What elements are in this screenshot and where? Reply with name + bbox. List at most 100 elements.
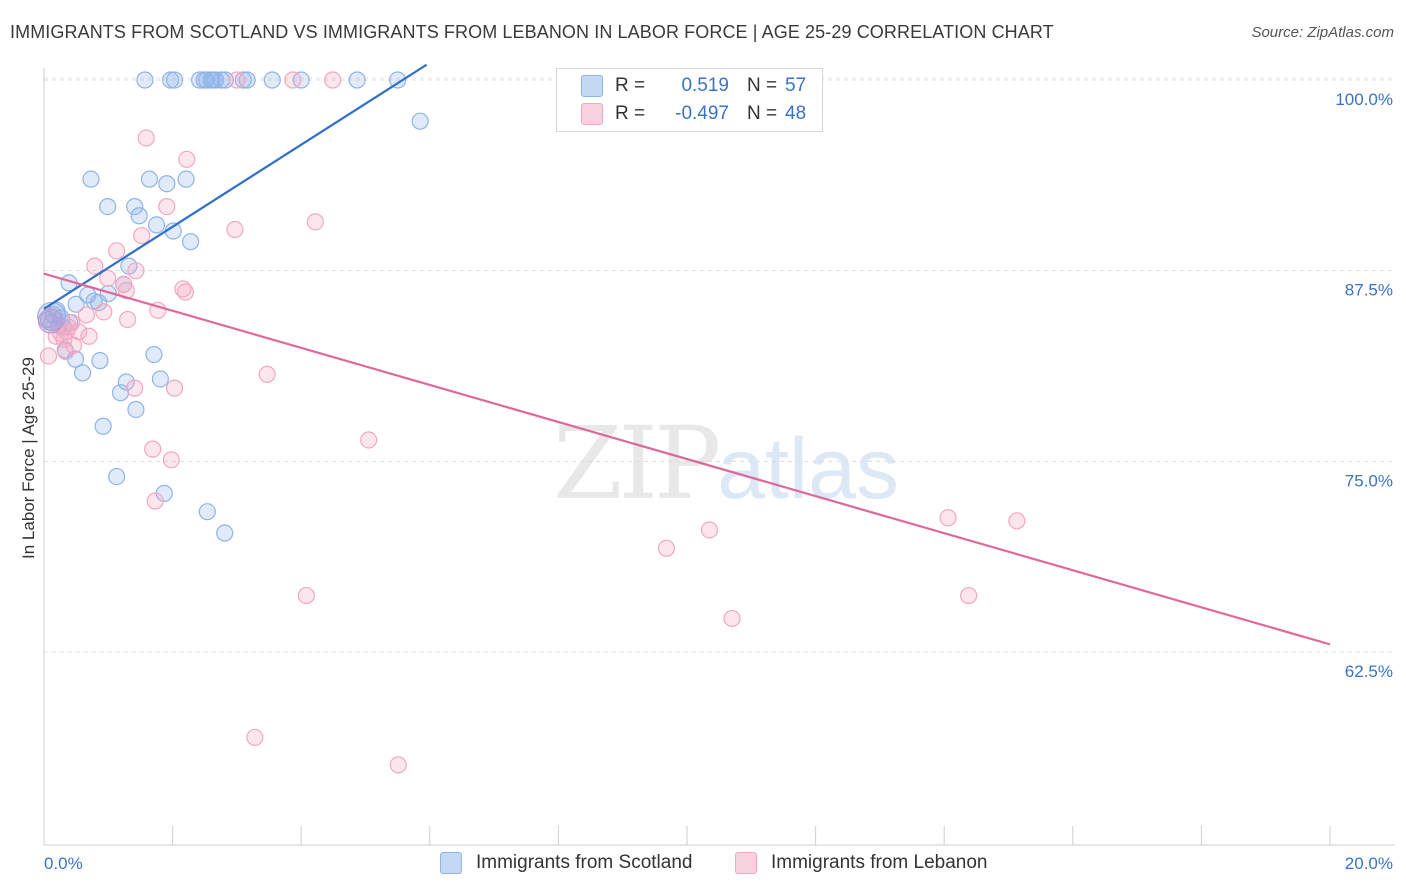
- lebanon-swatch: [581, 103, 603, 125]
- lebanon-point: [80, 327, 98, 345]
- r-value: -0.497: [675, 103, 729, 124]
- y-tick-label: 87.5%: [1345, 281, 1393, 300]
- lebanon-point: [127, 262, 145, 280]
- scotland-legend-swatch: [440, 852, 462, 874]
- scotland-point: [263, 71, 281, 89]
- lebanon-point: [118, 310, 137, 329]
- legend-item-lebanon[interactable]: Immigrants from Lebanon: [735, 852, 988, 874]
- r-label: R =: [615, 75, 646, 96]
- legend-item-scotland[interactable]: Immigrants from Scotland: [440, 852, 692, 874]
- stats-legend: R = 0.519 N = 57 R = -0.497 N = 48: [556, 68, 823, 132]
- n-value: 48: [785, 103, 807, 124]
- legend-label-lebanon: Immigrants from Lebanon: [771, 852, 988, 873]
- scotland-point: [126, 198, 144, 216]
- lebanon-point: [165, 379, 184, 397]
- lebanon-trend-line: [43, 272, 1331, 646]
- lebanon-point: [960, 586, 978, 605]
- scotland-point: [127, 400, 145, 419]
- scotland-point: [73, 364, 92, 382]
- series-legend: Immigrants from Scotland Immigrants from…: [0, 852, 1406, 876]
- y-tick-label: 75.0%: [1345, 471, 1393, 490]
- n-label: N =: [747, 75, 778, 96]
- lebanon-point: [657, 539, 676, 557]
- lebanon-point: [158, 198, 176, 216]
- lebanon-point: [144, 440, 162, 458]
- watermark-zip: ZIP: [553, 405, 721, 522]
- lebanon-point: [57, 342, 75, 361]
- scotland-swatch: [581, 75, 603, 97]
- lebanon-point: [108, 242, 126, 260]
- scotland-point: [90, 294, 108, 312]
- lebanon-point: [258, 365, 276, 383]
- n-value: 57: [785, 75, 807, 96]
- scotland-trend-line: [43, 63, 428, 310]
- lebanon-point: [133, 226, 151, 245]
- scotland-point: [108, 467, 126, 486]
- lebanon-point: [146, 492, 164, 510]
- scotland-point: [198, 71, 216, 89]
- lebanon-point: [226, 220, 244, 239]
- lebanon-point: [939, 509, 957, 527]
- lebanon-point: [174, 280, 192, 298]
- lebanon-point: [95, 303, 113, 321]
- scotland-point: [198, 503, 216, 521]
- scotland-point: [151, 370, 169, 388]
- scotland-point: [91, 352, 109, 370]
- scotland-point: [182, 233, 200, 251]
- scotland-point: [177, 170, 195, 188]
- scotland-point: [67, 295, 85, 313]
- y-tick-label: 100.0%: [1335, 90, 1393, 109]
- stats-legend-row-scotland: R = 0.519 N = 57: [581, 73, 806, 99]
- scotland-point: [145, 345, 163, 364]
- watermark-atlas: atlas: [717, 421, 899, 517]
- x-tick-label-min: 0.0%: [44, 854, 83, 873]
- n-label: N =: [747, 103, 778, 124]
- lebanon-point: [700, 521, 719, 539]
- legend-label-scotland: Immigrants from Scotland: [476, 852, 693, 873]
- scotland-point: [216, 524, 234, 542]
- x-tick-label-max: 20.0%: [1345, 854, 1393, 873]
- lebanon-point: [126, 379, 144, 397]
- scotland-point: [130, 207, 148, 225]
- scotland-point: [234, 71, 252, 89]
- lebanon-point: [86, 257, 104, 275]
- lebanon-point: [99, 269, 117, 287]
- lebanon-point: [246, 728, 264, 747]
- lebanon-point: [178, 150, 196, 168]
- lebanon-point: [297, 586, 315, 605]
- lebanon-point: [63, 313, 81, 332]
- scotland-point: [140, 170, 159, 188]
- y-axis-label: In Labor Force | Age 25-29: [19, 357, 38, 559]
- lebanon-legend-swatch: [735, 852, 757, 874]
- scotland-point: [158, 175, 176, 193]
- scotland-point: [411, 112, 429, 130]
- scotland-point: [82, 170, 100, 188]
- scotland-point: [165, 71, 184, 89]
- scotland-point: [39, 310, 58, 329]
- lebanon-point: [77, 306, 96, 324]
- lebanon-point: [360, 431, 378, 449]
- watermark: ZIPatlas: [553, 405, 899, 522]
- scotland-point: [94, 417, 112, 435]
- scotland-point: [147, 216, 166, 234]
- scotland-point: [162, 71, 180, 89]
- lebanon-point-cluster: [37, 308, 63, 334]
- scotland-point: [136, 71, 154, 89]
- lebanon-point: [1008, 512, 1026, 530]
- y-tick-label: 62.5%: [1345, 662, 1393, 681]
- scotland-point: [111, 384, 130, 402]
- chart-title: IMMIGRANTS FROM SCOTLAND VS IMMIGRANTS F…: [10, 22, 1054, 42]
- lebanon-point: [306, 213, 324, 231]
- lebanon-point: [137, 129, 155, 147]
- stats-legend-row-lebanon: R = -0.497 N = 48: [581, 101, 806, 127]
- lebanon-point: [284, 71, 302, 89]
- lebanon-point: [389, 756, 407, 774]
- scotland-point: [389, 71, 407, 89]
- scotland-point: [207, 71, 225, 89]
- lebanon-point: [228, 71, 246, 89]
- lebanon-point: [723, 609, 741, 628]
- lebanon-point: [176, 283, 195, 301]
- r-label: R =: [615, 103, 646, 124]
- scotland-point: [99, 198, 117, 216]
